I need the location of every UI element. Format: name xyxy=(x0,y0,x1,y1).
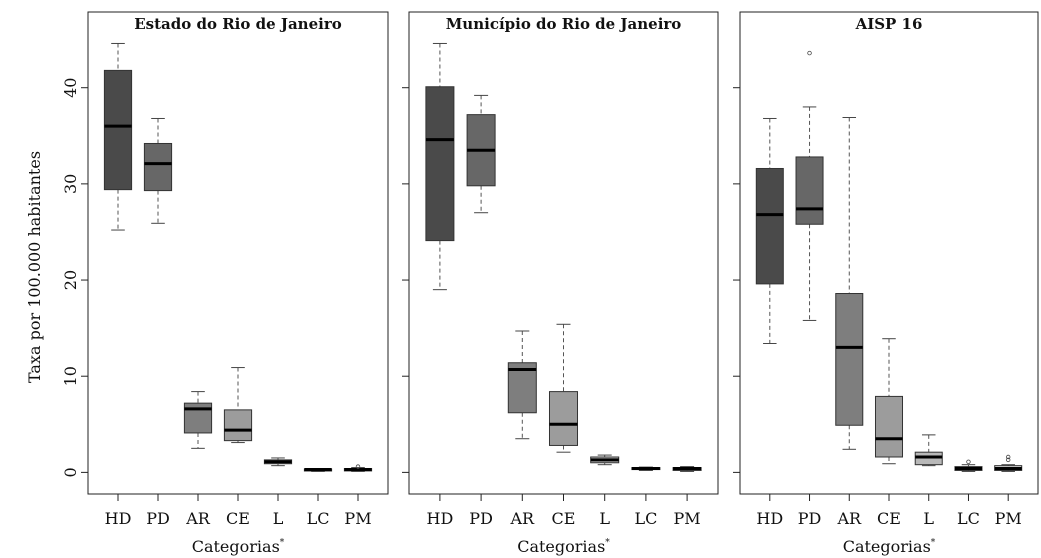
box-ar: AR xyxy=(183,391,213,528)
x-tick-label: PM xyxy=(674,509,701,528)
box-pd: PD xyxy=(795,50,824,528)
box-l: L xyxy=(590,454,620,528)
box-iqr xyxy=(795,156,824,225)
y-tick-label: 0 xyxy=(61,467,80,477)
box-iqr xyxy=(874,395,904,458)
x-tick-label: CE xyxy=(552,509,576,528)
x-axis-label-superscript: * xyxy=(280,538,285,548)
y-axis-label: Taxa por 100.000 habitantes xyxy=(25,151,44,383)
outlier-point xyxy=(1006,454,1011,460)
x-tick-label: AR xyxy=(185,509,211,528)
panel-title: AISP 16 xyxy=(855,15,923,33)
x-axis-label-superscript: * xyxy=(605,538,610,548)
y-tick-label: 30 xyxy=(61,174,80,194)
y-tick-label: 10 xyxy=(61,366,80,386)
outlier-point xyxy=(966,459,971,465)
box-iqr xyxy=(548,391,579,446)
box-ar: AR xyxy=(835,117,864,528)
box-iqr xyxy=(103,69,133,191)
x-tick-label: HD xyxy=(105,509,132,528)
chart-panel: Município do Rio de Janeiro HD PD AR CE L LC PM… xyxy=(402,11,719,556)
x-tick-label: PD xyxy=(146,509,170,528)
panel-title: Município do Rio de Janeiro xyxy=(446,15,682,33)
box-ar: AR xyxy=(507,330,537,528)
x-tick-label: PD xyxy=(798,509,822,528)
x-axis-label: Categorias* xyxy=(517,537,610,556)
box-pm: PM xyxy=(994,454,1023,528)
box-hd: HD xyxy=(425,42,455,528)
y-tick-label: 20 xyxy=(61,270,80,290)
x-tick-label: LC xyxy=(634,509,657,528)
box-l: L xyxy=(263,457,293,528)
x-tick-label: L xyxy=(599,509,610,528)
box-iqr xyxy=(507,362,537,414)
box-iqr xyxy=(143,142,173,192)
x-axis-label-superscript: * xyxy=(931,538,936,548)
x-axis-label: Categorias* xyxy=(843,537,936,556)
box-pd: PD xyxy=(143,117,173,528)
box-hd: HD xyxy=(103,42,133,528)
outlier-point xyxy=(1006,457,1011,463)
x-axis-label: Categorias* xyxy=(192,537,285,556)
x-tick-label: CE xyxy=(226,509,250,528)
box-pm: PM xyxy=(672,466,702,528)
box-ce: CE xyxy=(548,323,579,528)
box-iqr xyxy=(223,409,253,442)
box-hd: HD xyxy=(755,117,784,528)
y-tick-label: 40 xyxy=(61,78,80,98)
x-tick-label: L xyxy=(273,509,284,528)
x-tick-label: PD xyxy=(469,509,493,528)
box-pd: PD xyxy=(466,94,496,528)
x-tick-label: LC xyxy=(307,509,330,528)
box-lc: LC xyxy=(303,467,333,528)
x-tick-label: HD xyxy=(427,509,454,528)
box-ce: CE xyxy=(223,367,253,528)
x-tick-label: AR xyxy=(836,509,862,528)
x-tick-label: PM xyxy=(344,509,371,528)
box-iqr xyxy=(425,86,455,242)
panel-title: Estado do Rio de Janeiro xyxy=(134,15,341,33)
x-tick-label: HD xyxy=(756,509,783,528)
chart-panel: Estado do Rio de Janeiro 0 10 20 30 40 HD PD AR C… xyxy=(61,11,389,556)
x-tick-label: PM xyxy=(995,509,1022,528)
box-ce: CE xyxy=(874,338,904,528)
x-tick-label: L xyxy=(923,509,934,528)
box-l: L xyxy=(914,434,943,528)
x-tick-label: LC xyxy=(957,509,980,528)
box-pm: PM xyxy=(343,464,373,528)
box-lc: LC xyxy=(954,459,983,528)
box-iqr xyxy=(755,167,784,285)
outlier-point xyxy=(355,464,361,469)
box-lc: LC xyxy=(631,466,661,528)
box-iqr xyxy=(835,293,864,426)
chart-panel: AISP 16 HD PD AR CE L LC PM Categorias* xyxy=(733,11,1039,556)
outlier-point xyxy=(807,50,812,56)
x-tick-label: CE xyxy=(877,509,901,528)
x-tick-label: AR xyxy=(509,509,535,528)
